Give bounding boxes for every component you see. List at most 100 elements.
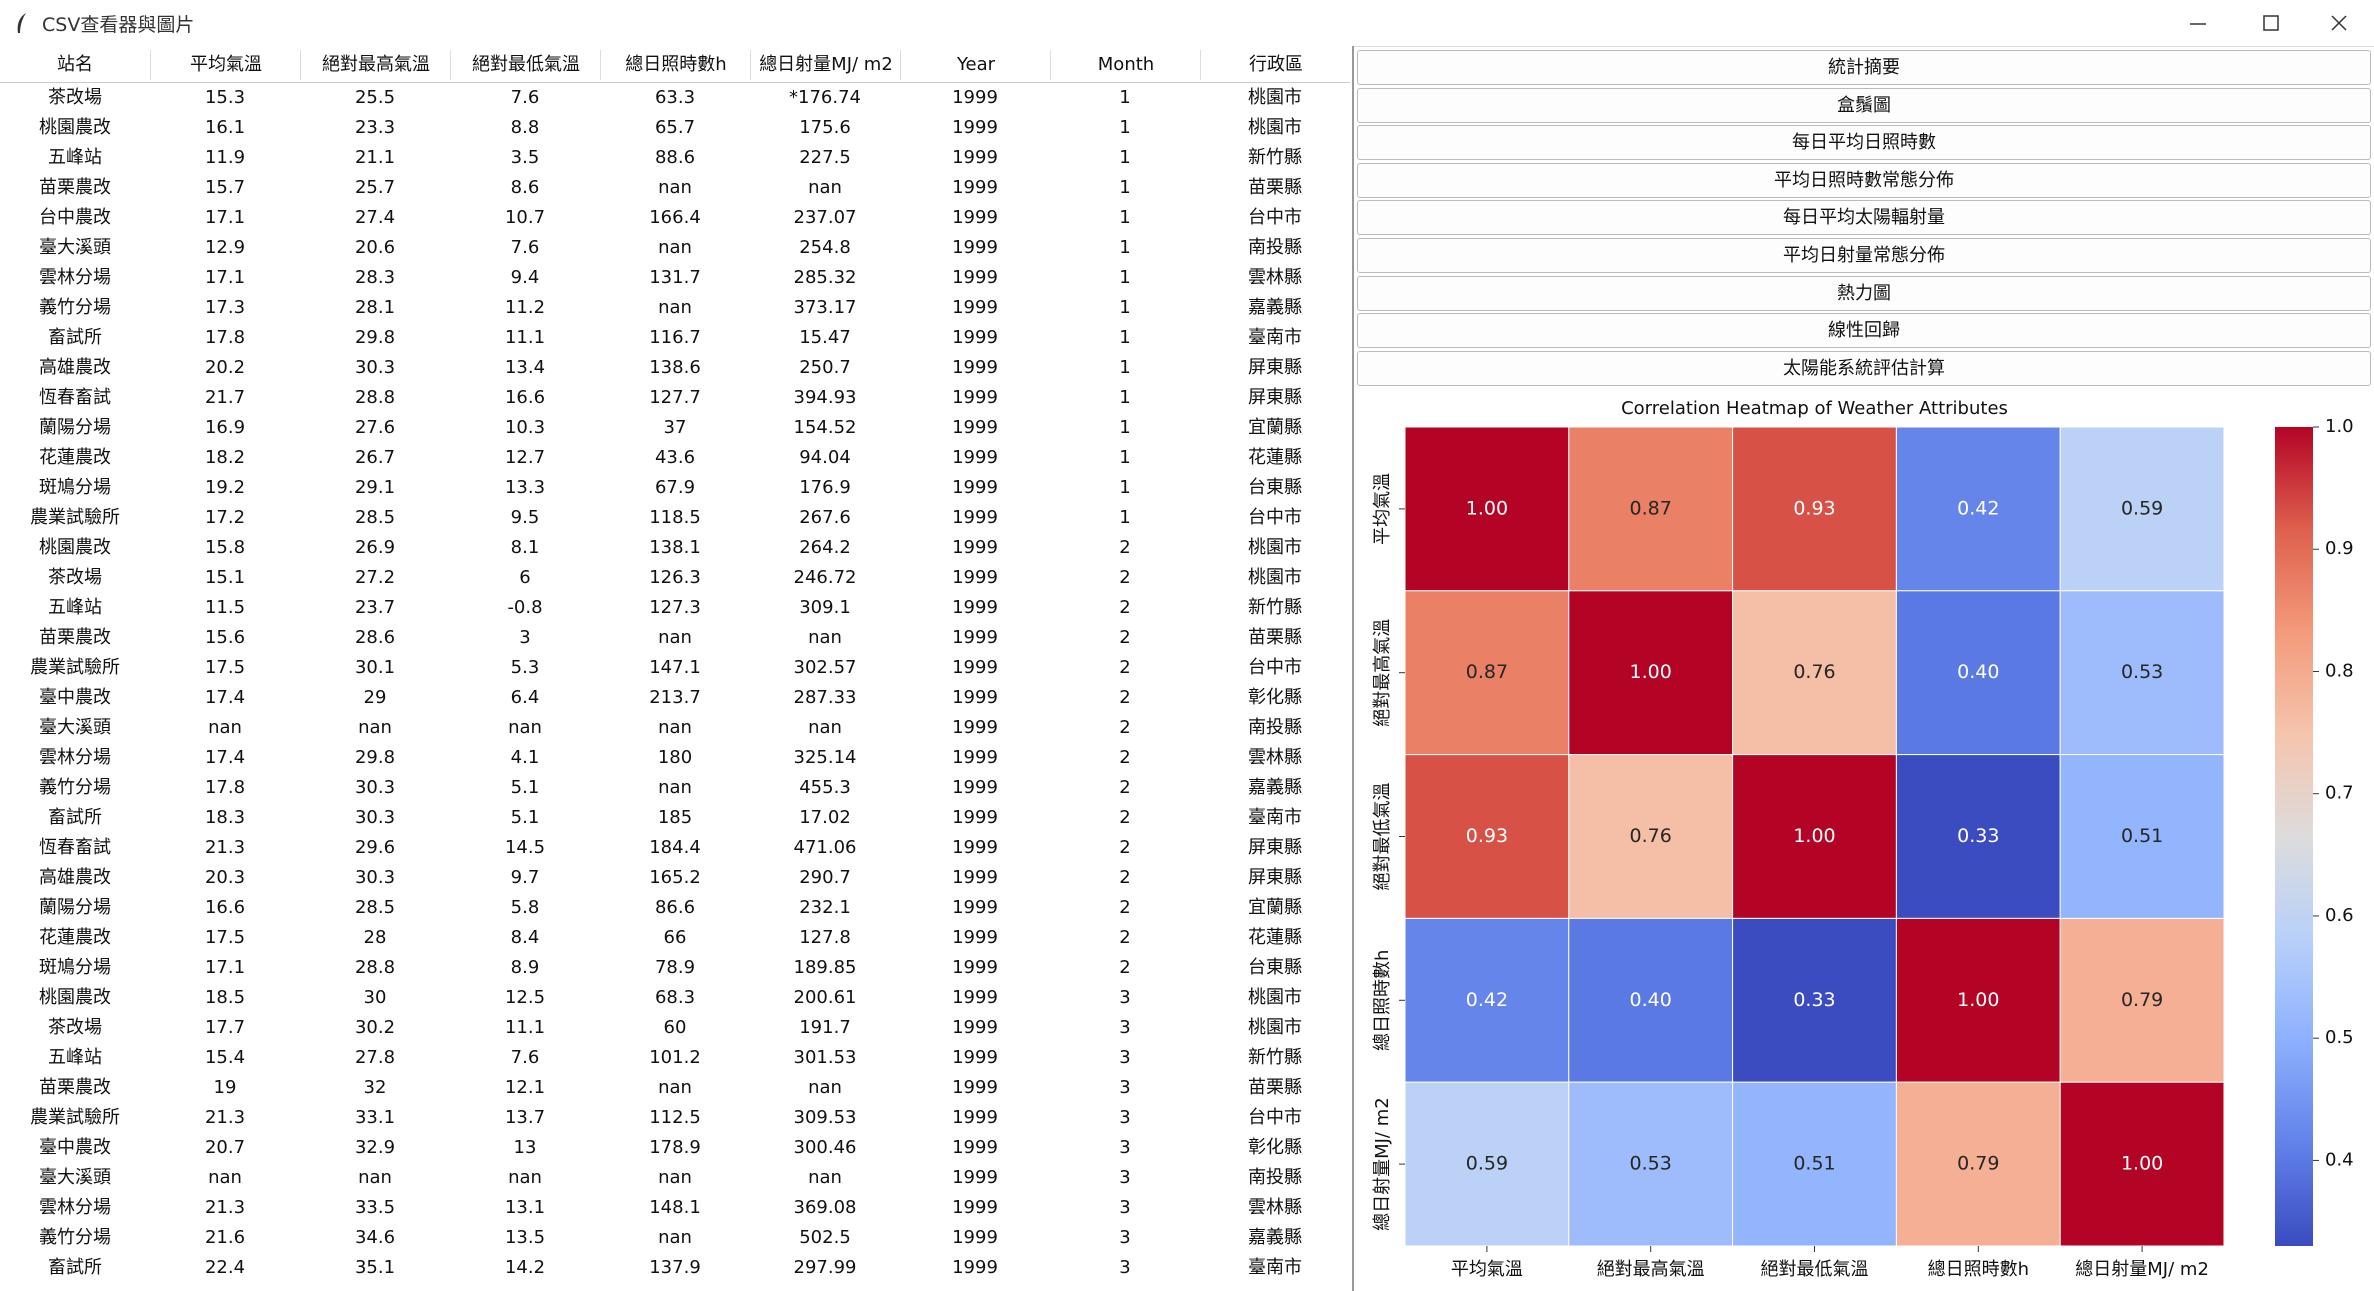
table-cell: 29	[363, 687, 387, 708]
heatmap-chart: Correlation Heatmap of Weather Attribute…	[1372, 398, 2354, 1280]
table-cell: 1	[1119, 327, 1131, 348]
table-cell: 1999	[952, 747, 998, 768]
column-header[interactable]: 平均氣溫	[150, 50, 301, 80]
table-cell: 桃園市	[1248, 87, 1302, 108]
table-cell: 29.8	[354, 747, 396, 768]
table-cell: 27.6	[354, 417, 396, 438]
table-cell: 178.9	[649, 1137, 701, 1158]
cell-value-label: 0.51	[1793, 1153, 1835, 1175]
table-cell: 18.5	[204, 987, 246, 1008]
table-cell: 1999	[952, 717, 998, 738]
x-tick-label: 平均氣溫	[1451, 1259, 1523, 1280]
table-cell: 9.7	[510, 867, 540, 888]
table-cell: 5.1	[510, 807, 540, 828]
table-cell: 29.1	[354, 477, 396, 498]
menu-button[interactable]: 每日平均太陽輻射量	[1357, 200, 2371, 236]
table-cell: 300.46	[793, 1137, 857, 1158]
menu-button[interactable]: 統計摘要	[1357, 50, 2371, 85]
column-header[interactable]: 站名	[57, 54, 93, 75]
heatmap-cell	[1732, 590, 1897, 756]
menu-button[interactable]: 線性回歸	[1357, 313, 2371, 349]
table-cell: 3	[1119, 1197, 1131, 1218]
table-cell: 302.57	[793, 657, 857, 678]
table-cell: 農業試驗所	[30, 1107, 120, 1128]
table-cell: 義竹分場	[39, 1227, 111, 1248]
table-cell: 苗栗農改	[39, 177, 111, 198]
heatmap-cell	[1895, 1081, 2061, 1247]
table-cell: 14.5	[504, 837, 546, 858]
table-cell: 1	[1119, 477, 1131, 498]
table-cell: nan	[658, 777, 692, 798]
table-cell: nan	[358, 1167, 392, 1188]
table-cell: 127.8	[799, 927, 851, 948]
column-header[interactable]: 絕對最高氣溫	[300, 50, 451, 80]
table-cell: 30.3	[354, 867, 396, 888]
table-cell: 桃園市	[1248, 987, 1302, 1008]
table-cell: 191.7	[799, 1017, 851, 1038]
table-cell: 2	[1119, 567, 1131, 588]
menu-button[interactable]: 平均日射量常態分佈	[1357, 238, 2371, 273]
table-cell: 138.6	[649, 357, 701, 378]
table-cell: 250.7	[799, 357, 851, 378]
heatmap-cell	[1895, 917, 2061, 1083]
table-cell: 15.8	[204, 537, 246, 558]
table-cell: 16.9	[204, 417, 246, 438]
table-cell: 12.5	[504, 987, 546, 1008]
table-cell: 臺大溪頭	[39, 1167, 111, 1188]
table-cell: 9.5	[510, 507, 540, 528]
cell-value-label: 0.76	[1793, 661, 1835, 683]
cell-value-label: 0.33	[1793, 989, 1835, 1011]
table-cell: 78.9	[654, 957, 696, 978]
cell-value-label: 0.53	[1630, 1153, 1672, 1175]
table-cell: nan	[208, 1167, 242, 1188]
table-cell: 1999	[952, 657, 998, 678]
table-cell: 嘉義縣	[1248, 1227, 1302, 1248]
table-cell: 1	[1119, 87, 1131, 108]
table-cell: nan	[658, 1077, 692, 1098]
column-header[interactable]: 總日照時數h	[600, 50, 751, 80]
table-cell: 雲林分場	[39, 267, 111, 288]
table-cell: nan	[808, 1167, 842, 1188]
table-cell: 137.9	[649, 1257, 701, 1278]
table-cell: 1999	[952, 927, 998, 948]
table-cell: 五峰站	[48, 597, 102, 618]
column-header[interactable]: Month	[1050, 50, 1201, 80]
window-controls[interactable]	[2180, 8, 2370, 38]
menu-button[interactable]: 每日平均日照時數	[1357, 125, 2371, 161]
table-cell: 台中市	[1248, 657, 1302, 678]
table-cell: nan	[658, 717, 692, 738]
menu-button[interactable]: 盒鬚圖	[1357, 87, 2371, 123]
table-cell: *176.74	[789, 87, 861, 108]
menu-button[interactable]: 平均日照時數常態分佈	[1357, 162, 2371, 198]
column-header[interactable]: 行政區	[1200, 50, 1351, 80]
menu-button[interactable]: 熱力圖	[1357, 275, 2371, 311]
table-cell: 246.72	[793, 567, 857, 588]
table-cell: 1999	[952, 777, 998, 798]
table-cell: 16.1	[204, 117, 246, 138]
y-tick-label: 絕對最高氣溫	[1372, 619, 1393, 727]
table-cell: nan	[658, 297, 692, 318]
menu-button[interactable]: 太陽能系統評估計算	[1357, 350, 2371, 386]
table-cell: 264.2	[799, 537, 851, 558]
table-cell: 1999	[952, 1227, 998, 1248]
table-cell: 28.1	[354, 297, 396, 318]
table-cell: 30.3	[354, 777, 396, 798]
column-header[interactable]: Year	[900, 50, 1051, 80]
table-cell: 13.5	[504, 1227, 546, 1248]
cell-value-label: 0.40	[1630, 989, 1672, 1011]
table-cell: 30	[363, 987, 387, 1008]
table-cell: 166.4	[649, 207, 701, 228]
table-cell: 2	[1119, 777, 1131, 798]
table-cell: 116.7	[649, 327, 701, 348]
table-cell: 桃園市	[1248, 537, 1302, 558]
table-cell: 3	[1119, 1017, 1131, 1038]
table-cell: 2	[1119, 927, 1131, 948]
table-cell: 2	[1119, 687, 1131, 708]
heatmap-cell	[2059, 917, 2225, 1083]
table-cell: 1	[1119, 177, 1131, 198]
column-header[interactable]: 總日射量MJ/ m2	[750, 50, 901, 80]
table-cell: 1	[1119, 357, 1131, 378]
table-cell: 義竹分場	[39, 297, 111, 318]
column-header[interactable]: 絕對最低氣溫	[450, 50, 601, 80]
